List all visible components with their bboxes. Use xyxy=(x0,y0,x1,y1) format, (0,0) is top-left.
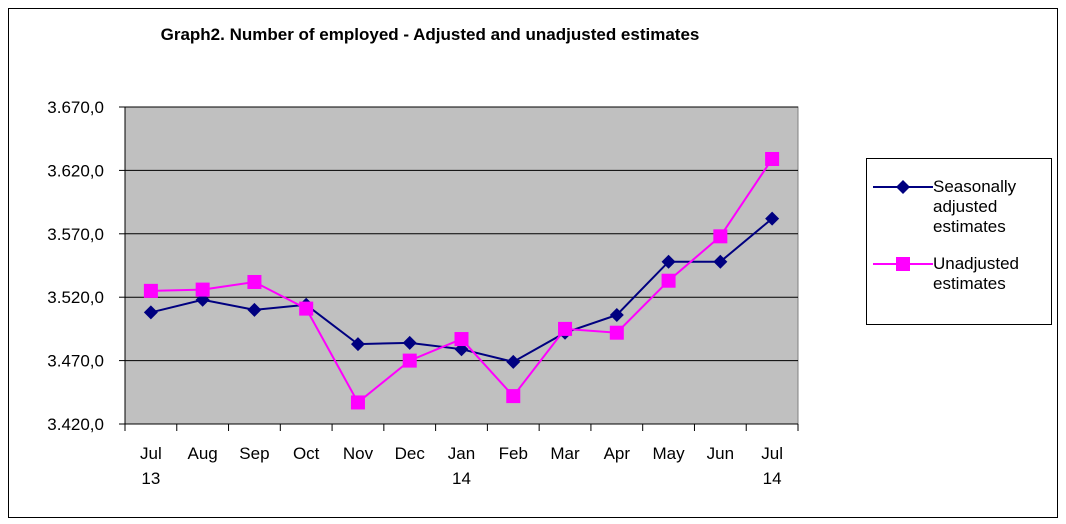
marker xyxy=(247,302,262,317)
marker xyxy=(402,353,417,368)
legend-label: Unadjusted estimates xyxy=(933,254,1020,293)
legend: Seasonally adjusted estimates Unadjusted … xyxy=(866,158,1052,325)
marker xyxy=(713,229,728,244)
marker xyxy=(661,254,676,269)
x-tick-label: Dec xyxy=(395,444,426,463)
marker xyxy=(609,307,624,322)
marker xyxy=(558,321,573,336)
x-tick-label: May xyxy=(653,444,686,463)
y-tick-label: 3.420,0 xyxy=(47,415,104,434)
x-tick-label: Jul xyxy=(761,444,783,463)
marker xyxy=(661,273,676,288)
marker xyxy=(713,254,728,269)
marker xyxy=(896,257,910,271)
legend-item: Unadjusted estimates xyxy=(873,254,1043,294)
x-tick-label: Apr xyxy=(604,444,631,463)
y-tick-label: 3.520,0 xyxy=(47,288,104,307)
marker xyxy=(299,301,314,316)
x-tick-label: Jul xyxy=(140,444,162,463)
x-tick-label: Sep xyxy=(239,444,269,463)
x-tick-label: 13 xyxy=(141,469,160,488)
x-tick-label: Feb xyxy=(499,444,528,463)
y-tick-label: 3.470,0 xyxy=(47,352,104,371)
legend-item: Seasonally adjusted estimates xyxy=(873,177,1043,237)
marker xyxy=(350,395,365,410)
marker xyxy=(896,180,910,194)
chart-title: Graph2. Number of employed - Adjusted an… xyxy=(161,25,700,44)
y-tick-label: 3.570,0 xyxy=(47,225,104,244)
plot-area xyxy=(124,106,799,425)
marker xyxy=(350,337,365,352)
marker xyxy=(402,335,417,350)
marker xyxy=(506,354,521,369)
marker xyxy=(143,283,158,298)
x-tick-label: Jun xyxy=(707,444,734,463)
marker xyxy=(247,274,262,289)
legend-swatch xyxy=(873,257,933,271)
legend-label: Seasonally adjusted estimates xyxy=(933,177,1017,236)
marker xyxy=(765,151,780,166)
marker xyxy=(765,211,780,226)
x-tick-label: 14 xyxy=(763,469,782,488)
marker xyxy=(143,305,158,320)
marker xyxy=(506,389,521,404)
x-tick-label: Aug xyxy=(188,444,218,463)
marker xyxy=(454,332,469,347)
marker xyxy=(609,325,624,340)
x-tick-label: 14 xyxy=(452,469,471,488)
marker xyxy=(195,282,210,297)
x-tick-label: Mar xyxy=(550,444,580,463)
legend-swatch xyxy=(873,180,933,194)
x-tick-label: Jan xyxy=(448,444,475,463)
x-tick-label: Oct xyxy=(293,444,320,463)
y-tick-label: 3.620,0 xyxy=(47,161,104,180)
y-tick-label: 3.670,0 xyxy=(47,98,104,117)
x-tick-label: Nov xyxy=(343,444,374,463)
